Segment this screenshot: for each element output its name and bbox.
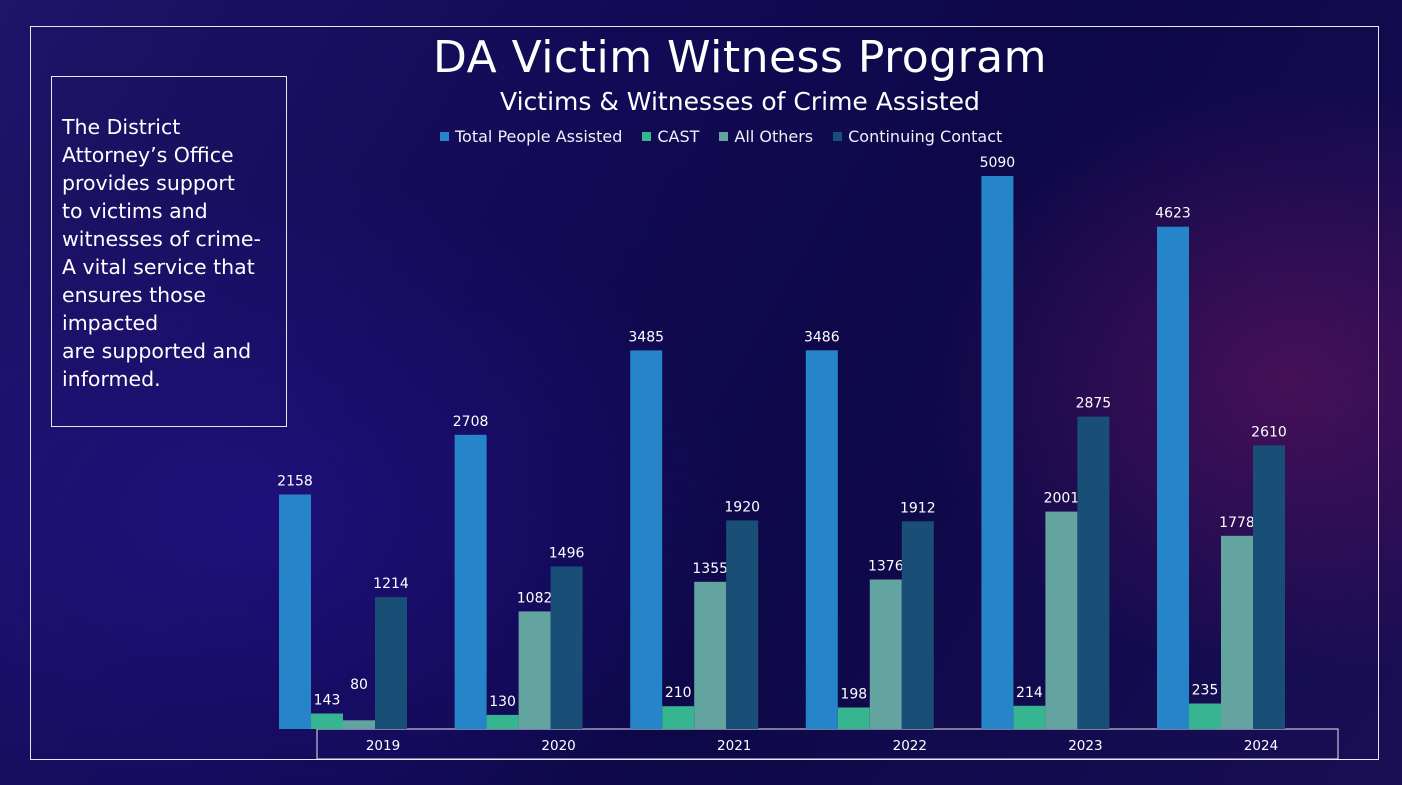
x-tick-label-2024: 2024 [1244, 738, 1278, 754]
data-label-2019-s1: 143 [314, 693, 341, 709]
bar-2022-s1 [837, 707, 870, 729]
legend-swatch-2 [719, 131, 729, 141]
data-label-2022-s1: 198 [840, 687, 867, 703]
legend-item-3: Continuing Contact [833, 127, 1002, 146]
chart-subtitle: Victims & Witnesses of Crime Assisted [500, 87, 980, 116]
bar-2024-s0 [1157, 226, 1189, 729]
data-label-2019-s0: 2158 [277, 474, 313, 490]
data-label-2020-s3: 1496 [549, 546, 585, 562]
data-label-2021-s2: 1355 [692, 561, 728, 577]
bar-2023-s3 [1077, 416, 1110, 729]
bar-2024-s1 [1189, 703, 1221, 729]
data-label-2019-s3: 1214 [373, 576, 409, 592]
bar-2022-s0 [805, 350, 838, 729]
legend-label-2: All Others [734, 126, 814, 146]
data-label-2020-s1: 130 [489, 694, 516, 710]
bar-2021-s2 [694, 581, 727, 729]
legend-item-0: Total People Assisted [440, 127, 622, 146]
bar-2019-s0 [279, 494, 311, 729]
bar-2024-s3 [1253, 445, 1285, 729]
bar-2021-s3 [726, 520, 759, 729]
bar-2020-s1 [486, 714, 519, 729]
data-label-2021-s0: 3485 [628, 329, 664, 345]
legend-swatch-1 [642, 131, 652, 141]
bar-2020-s0 [454, 434, 487, 729]
legend-label-1: CAST [657, 126, 700, 146]
bar-2022-s3 [901, 521, 934, 729]
data-label-2022-s2: 1376 [868, 559, 904, 575]
x-tick-label-2023: 2023 [1068, 738, 1102, 754]
bar-2019-s3 [375, 597, 407, 729]
legend-label-0: Total People Assisted [455, 126, 623, 146]
x-tick-label-2022: 2022 [893, 738, 927, 754]
bar-2023-s1 [1013, 705, 1046, 729]
bar-2020-s3 [550, 566, 583, 729]
data-label-2023-s2: 2001 [1044, 491, 1080, 507]
bar-2021-s1 [662, 706, 695, 729]
data-label-2023-s3: 2875 [1076, 396, 1112, 412]
x-tick-label-2020: 2020 [541, 738, 575, 754]
data-label-2020-s0: 2708 [453, 414, 489, 430]
chart-title: DA Victim Witness Program [432, 32, 1048, 83]
legend-item-2: All Others [719, 127, 813, 146]
legend-item-1: CAST [642, 127, 699, 146]
data-label-2022-s3: 1912 [900, 500, 936, 516]
data-label-2023-s0: 5090 [980, 155, 1016, 171]
bar-2023-s2 [1045, 511, 1078, 729]
data-label-2024-s2: 1778 [1219, 515, 1255, 531]
data-label-2019-s2: 80 [350, 677, 368, 693]
data-label-2020-s2: 1082 [517, 590, 553, 606]
info-text-box: The District Attorney’s Office provides … [51, 76, 287, 427]
bar-2019-s1 [311, 713, 343, 729]
x-tick-label-2021: 2021 [717, 738, 751, 754]
data-label-2021-s1: 210 [665, 685, 692, 701]
chart-legend: Total People Assisted CAST All Others Conti… [440, 124, 1022, 148]
legend-swatch-0 [440, 131, 449, 141]
bar-2020-s2 [518, 611, 551, 729]
bar-2022-s2 [869, 579, 902, 729]
data-label-2023-s1: 214 [1016, 685, 1043, 701]
bar-2021-s0 [630, 350, 663, 729]
bar-2023-s0 [981, 176, 1014, 729]
data-label-2022-s0: 3486 [804, 329, 840, 345]
data-label-2021-s3: 1920 [724, 499, 760, 515]
data-label-2024-s3: 2610 [1251, 424, 1287, 440]
x-axis-box [316, 728, 1339, 760]
data-label-2024-s1: 235 [1192, 683, 1219, 699]
bar-2024-s2 [1221, 535, 1253, 729]
x-tick-label-2019: 2019 [366, 738, 400, 754]
legend-label-3: Continuing Contact [848, 126, 1003, 146]
legend-swatch-3 [833, 131, 843, 141]
bar-2019-s2 [343, 720, 375, 729]
data-label-2024-s0: 4623 [1155, 206, 1191, 222]
